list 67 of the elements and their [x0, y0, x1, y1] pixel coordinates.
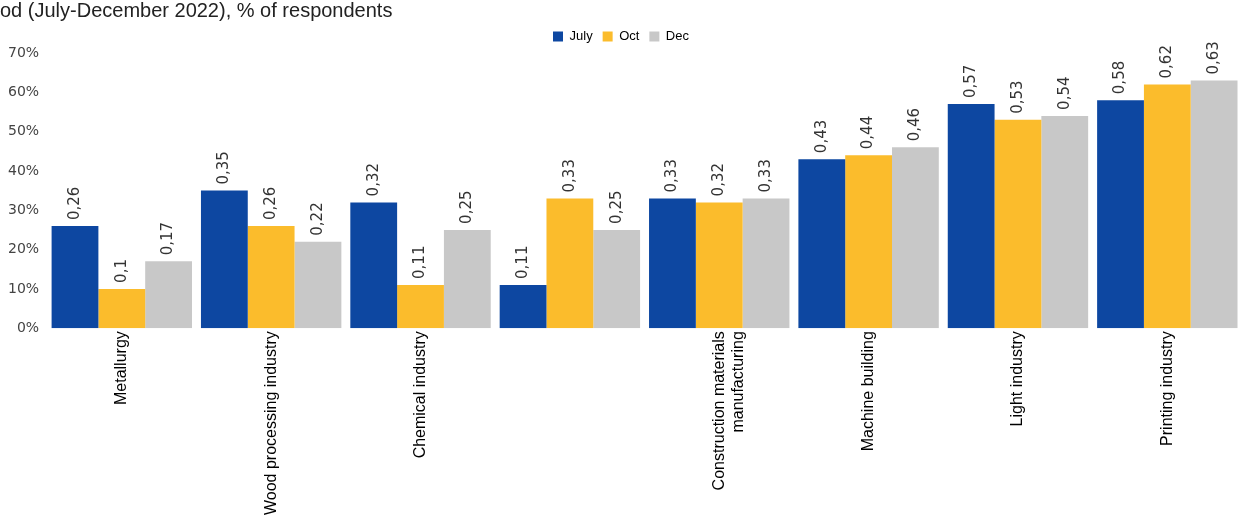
data-label: 0,33	[755, 159, 774, 193]
data-label: 0,63	[1204, 41, 1223, 75]
data-label: 0,53	[1007, 80, 1026, 114]
x-tick-label: Light industry	[1008, 331, 1026, 427]
data-label: 0,25	[457, 190, 476, 224]
data-label: 0,32	[363, 162, 382, 197]
x-tick-label: Wood processing industry	[261, 331, 279, 515]
bar	[443, 229, 491, 329]
y-tick-label: 20%	[7, 240, 40, 257]
bar	[649, 198, 696, 329]
data-label: 0,57	[961, 64, 980, 99]
bar	[947, 104, 995, 329]
data-label: 0,35	[214, 151, 233, 185]
data-label: 0,62	[1157, 45, 1176, 79]
x-tick-label: Construction materials manufacturing	[709, 331, 746, 491]
bar	[247, 225, 295, 329]
data-label: 0,11	[410, 245, 429, 279]
bar	[98, 288, 146, 329]
bar	[499, 284, 547, 329]
data-label: 0,43	[811, 119, 830, 154]
y-tick-label: 10%	[7, 279, 40, 296]
bar	[892, 147, 939, 329]
data-label: 0,25	[606, 190, 625, 224]
legend-label: July	[569, 28, 594, 44]
legend-label: Oct	[619, 28, 640, 44]
bar	[397, 284, 444, 329]
data-label: 0,46	[905, 107, 924, 142]
data-label: 0,1	[111, 259, 130, 283]
x-tick-label: Metallurgy	[112, 331, 130, 406]
data-label: 0,33	[559, 159, 578, 193]
data-label: 0,17	[158, 221, 177, 256]
bar	[1143, 84, 1191, 329]
bar	[742, 198, 790, 329]
legend-label: Dec	[665, 28, 690, 44]
x-tick-label: Printing industry	[1157, 331, 1175, 446]
bar	[798, 159, 846, 329]
bar	[593, 229, 641, 329]
y-tick-label: 70%	[7, 43, 40, 60]
bar	[845, 155, 892, 329]
bar	[350, 202, 398, 329]
bar	[200, 190, 248, 329]
bar	[1190, 80, 1238, 329]
chart-title: od (July-December 2022), % of respondents	[0, 0, 394, 21]
bar	[51, 225, 99, 329]
bar	[546, 198, 594, 329]
x-tick-label: Chemical industry	[410, 331, 428, 459]
y-tick-label: 0%	[16, 318, 40, 335]
bar	[1097, 100, 1144, 329]
data-label: 0,44	[858, 115, 877, 150]
y-tick-label: 50%	[7, 122, 40, 139]
bar	[1041, 115, 1089, 329]
bar	[994, 119, 1042, 329]
bar	[145, 261, 192, 329]
data-label: 0,22	[307, 202, 326, 236]
y-tick-label: 40%	[7, 161, 40, 178]
data-label: 0,32	[709, 162, 728, 197]
bar	[695, 202, 743, 329]
data-label: 0,26	[261, 186, 280, 220]
data-label: 0,58	[1110, 60, 1129, 95]
data-label: 0,54	[1054, 76, 1073, 110]
data-label: 0,33	[662, 159, 681, 193]
y-tick-label: 30%	[7, 200, 40, 217]
data-label: 0,11	[512, 245, 531, 279]
y-tick-label: 60%	[7, 82, 40, 99]
bar	[294, 241, 342, 329]
data-label: 0,26	[64, 186, 83, 220]
x-tick-label: Machine building	[859, 331, 877, 452]
